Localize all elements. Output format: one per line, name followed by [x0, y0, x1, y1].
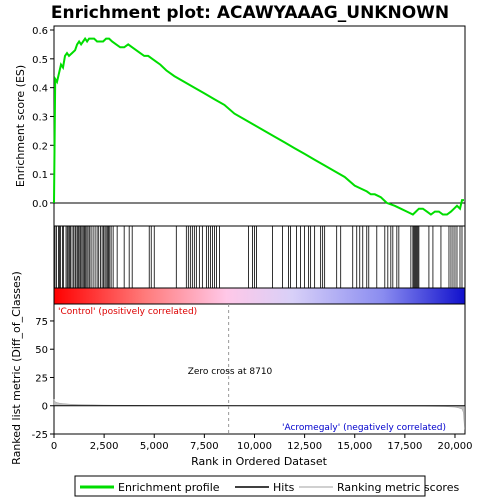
es-panel: 0.0 0.1 0.2 0.3 0.4 0.5 0.6 Enrichment score (… [14, 25, 466, 227]
es-y-tick-label: 0.0 [32, 199, 48, 210]
x-tick-label: 2,500 [90, 441, 119, 452]
x-axis-ticks: 0 2,500 5,000 7,500 10,000 12,500 15,000 17,500… [51, 434, 472, 452]
ranking-color-bar [53, 287, 466, 305]
positive-class-label: 'Control' (positively correlated) [58, 307, 197, 317]
negative-class-label: 'Acromegaly' (negatively correlated) [282, 423, 446, 433]
hit-markers [54, 226, 463, 288]
legend-enrichment-label: Enrichment profile [118, 481, 220, 494]
chart-title: Enrichment plot: ACAWYAAAG_UNKNOWN [51, 3, 449, 23]
es-y-tick-label: 0.1 [32, 170, 48, 181]
x-tick-label: 12,500 [287, 441, 322, 452]
legend-hits-label: Hits [273, 481, 295, 494]
x-tick-label: 15,000 [337, 441, 372, 452]
x-tick-label: 10,000 [237, 441, 272, 452]
x-tick-label: 20,000 [437, 441, 472, 452]
es-y-ticks: 0.0 0.1 0.2 0.3 0.4 0.5 0.6 [32, 26, 54, 210]
x-tick-label: 17,500 [387, 441, 422, 452]
metric-y-tick-label: 50 [35, 345, 48, 356]
es-y-tick-label: 0.6 [32, 26, 48, 37]
hits-frame [53, 225, 466, 289]
legend: Enrichment profile Hits Ranking metric s… [74, 475, 459, 497]
metric-y-tick-label: 0 [42, 402, 48, 413]
metric-y-tick-label: 75 [35, 317, 48, 328]
zero-cross-label: Zero cross at 8710 [188, 367, 273, 377]
es-plot-frame [53, 25, 466, 227]
legend-frame [74, 475, 426, 497]
enrichment-profile-line [53, 36, 464, 216]
es-y-axis-label: Enrichment score (ES) [14, 65, 27, 187]
es-y-tick-label: 0.2 [32, 141, 48, 152]
es-y-tick-label: 0.4 [32, 84, 48, 95]
metric-y-tick-label: 25 [35, 373, 48, 384]
metric-y-axis-label: Ranked list metric (Diff_of_Classes) [10, 271, 23, 465]
legend-metric-label: Ranking metric scores [337, 481, 459, 494]
hits-panel [53, 225, 466, 289]
es-y-tick-label: 0.3 [32, 112, 48, 123]
x-axis-label: Rank in Ordered Dataset [191, 455, 328, 468]
x-tick-label: 7,500 [190, 441, 219, 452]
metric-y-tick-label: -25 [32, 430, 48, 441]
es-y-tick-label: 0.5 [32, 55, 48, 66]
metric-plot-frame [53, 303, 466, 435]
x-tick-label: 0 [51, 441, 57, 452]
x-tick-label: 5,000 [140, 441, 169, 452]
metric-y-ticks: -25 0 25 50 75 [32, 317, 54, 441]
